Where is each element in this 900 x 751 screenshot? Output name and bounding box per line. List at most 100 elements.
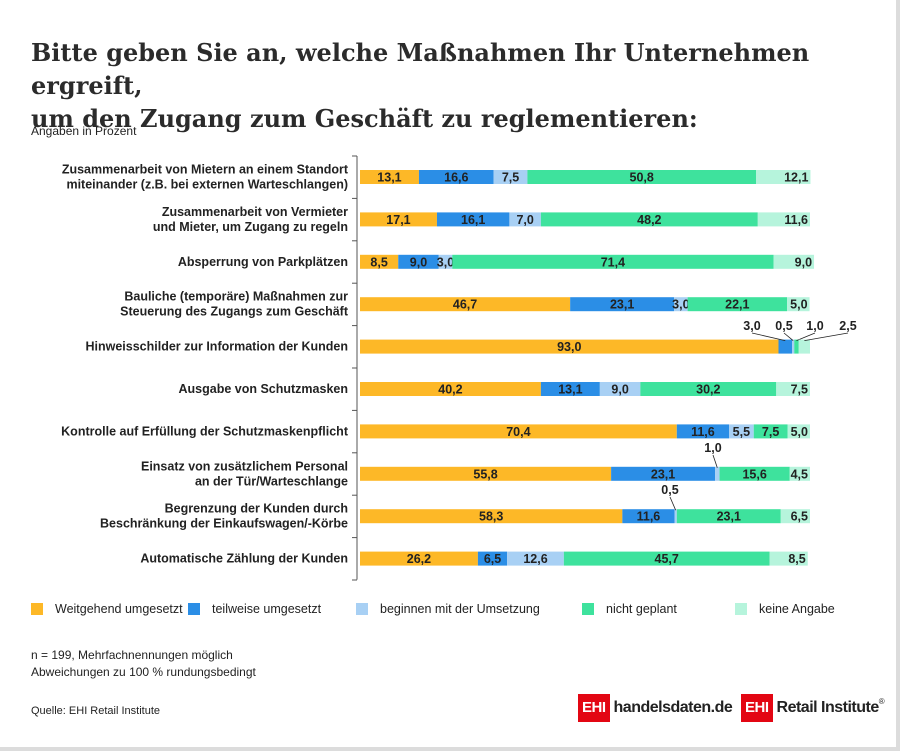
- value-label: 55,8: [473, 467, 497, 481]
- label-leader-line: [712, 454, 718, 468]
- category-label: Kontrolle auf Erfüllung der Schutzmasken…: [61, 424, 349, 438]
- registered-mark: ®: [878, 697, 885, 706]
- value-label: 45,7: [655, 552, 679, 566]
- category-label-line: Absperrung von Parkplätzen: [178, 255, 348, 269]
- chart-title: Bitte geben Sie an, welche Maßnahmen Ihr…: [31, 36, 871, 135]
- category-label: Hinweisschilder zur Information der Kund…: [85, 340, 348, 354]
- legend-label: Weitgehend umgesetzt: [55, 602, 183, 616]
- value-label: 46,7: [453, 298, 477, 312]
- bar-segment: [674, 297, 688, 312]
- footnote: n = 199, Mehrfachnennungen möglich Abwei…: [31, 647, 256, 681]
- category-label-line: und Mieter, um Zugang zu regeln: [153, 220, 348, 234]
- value-label: 50,8: [630, 171, 654, 185]
- bar-segment: [509, 212, 541, 227]
- bar-segment: [360, 254, 399, 269]
- value-label: 4,5: [791, 467, 808, 481]
- value-label: 8,5: [788, 552, 805, 566]
- bar-segment: [527, 170, 756, 184]
- category-label-line: Beschränkung der Einkaufswagen/-Körbe: [100, 517, 348, 531]
- value-label: 3,0: [437, 255, 454, 269]
- legend-item-keine-angabe: keine Angabe: [735, 600, 835, 618]
- handelsdaten-logo: EHI handelsdaten.de: [578, 693, 733, 723]
- bar-segment: [436, 212, 510, 227]
- value-label: 13,1: [377, 171, 401, 185]
- category-label-line: Kontrolle auf Erfüllung der Schutzmasken…: [61, 424, 349, 438]
- value-label: 93,0: [557, 340, 581, 354]
- bar-segment: [676, 509, 781, 524]
- value-label: 15,6: [742, 467, 766, 481]
- value-label: 26,2: [407, 552, 431, 566]
- value-label: 1,0: [806, 319, 823, 333]
- category-label-line: Einsatz von zusätzlichem Personal: [141, 459, 348, 473]
- category-label-line: miteinander (z.B. bei externen Warteschl…: [66, 178, 348, 192]
- legend: Weitgehend umgesetzt teilweise umgesetzt…: [31, 600, 891, 620]
- bar-segment: [540, 382, 600, 396]
- legend-swatch: [356, 603, 368, 615]
- ehi-logo-box: EHI: [578, 694, 610, 722]
- value-label: 13,1: [558, 383, 582, 397]
- logo-text: Retail Institute: [776, 699, 880, 716]
- ehi-logo-box: EHI: [741, 694, 773, 722]
- bar-segment: [794, 339, 799, 354]
- category-label-line: Zusammenarbeit von Vermieter: [162, 205, 348, 219]
- category-label: Begrenzung der Kunden durch Beschränkung …: [100, 502, 348, 531]
- title-line-2: um den Zugang zum Geschäft zu reglementi…: [31, 104, 698, 133]
- value-label: 9,0: [611, 383, 628, 397]
- bar-segment: [773, 254, 815, 269]
- label-leader-line: [796, 332, 816, 341]
- category-label-line: Steuerung des Zugangs zum Geschäft: [120, 305, 349, 319]
- bar-segment: [753, 424, 788, 439]
- value-label: 17,1: [386, 213, 410, 227]
- bar-segment: [418, 170, 494, 184]
- category-label: Zusammenarbeit von Vermieter und Mieter, …: [153, 205, 348, 234]
- bar-segment: [719, 466, 790, 481]
- category-label-line: an der Tür/Warteschlange: [195, 474, 348, 488]
- value-label: 11,6: [784, 213, 808, 227]
- value-label: 3,0: [672, 298, 689, 312]
- category-label: Automatische Zählung der Kunden: [140, 552, 348, 566]
- legend-label: nicht geplant: [606, 602, 677, 616]
- bar-segment: [360, 382, 541, 396]
- value-label: 0,5: [775, 319, 792, 333]
- bar-segment: [789, 466, 810, 481]
- category-label: Ausgabe von Schutzmasken: [179, 382, 349, 396]
- value-label: 5,0: [790, 298, 807, 312]
- bar-segment: [360, 551, 478, 566]
- value-label: 3,0: [743, 319, 760, 333]
- bar-segment: [563, 551, 770, 566]
- bar-segment: [640, 382, 777, 396]
- bar-segment: [757, 212, 810, 227]
- category-label: Einsatz von zusätzlichem Personal an der …: [141, 459, 348, 488]
- value-label: 12,1: [784, 171, 808, 185]
- value-label: 23,1: [651, 467, 675, 481]
- bar-segment: [729, 424, 754, 439]
- bar-segment: [780, 509, 810, 524]
- value-label: 12,6: [523, 552, 547, 566]
- value-label: 30,2: [696, 383, 720, 397]
- value-label: 23,1: [610, 298, 634, 312]
- label-leader-line: [783, 332, 794, 341]
- bar-segment: [756, 170, 811, 184]
- bar-segment: [360, 424, 677, 439]
- legend-label: teilweise umgesetzt: [212, 602, 322, 616]
- bar-segment: [398, 254, 439, 269]
- value-label: 7,5: [791, 383, 808, 397]
- category-label-line: Zusammenarbeit von Mietern an einem Stan…: [62, 163, 349, 177]
- bar-segment: [540, 212, 758, 227]
- legend-item-teilweise: teilweise umgesetzt: [188, 600, 321, 618]
- bar-segment: [787, 297, 810, 312]
- value-label: 58,3: [479, 510, 503, 524]
- value-label: 7,5: [502, 171, 519, 185]
- bar-segment: [360, 170, 419, 184]
- legend-item-nicht-geplant: nicht geplant: [582, 600, 677, 618]
- label-leader-line: [669, 496, 677, 511]
- value-label: 7,5: [762, 425, 779, 439]
- value-label: 5,0: [791, 425, 808, 439]
- value-label: 6,5: [791, 510, 808, 524]
- category-label-line: Automatische Zählung der Kunden: [140, 552, 348, 566]
- bar-segment: [715, 466, 720, 481]
- bar-segment: [360, 212, 437, 227]
- value-label: 23,1: [717, 510, 741, 524]
- value-label: 48,2: [637, 213, 661, 227]
